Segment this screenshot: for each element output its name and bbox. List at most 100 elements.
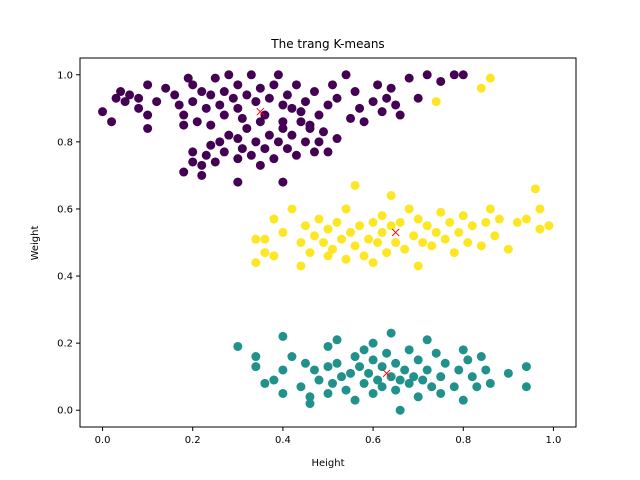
scatter-point-cluster-2 — [436, 207, 446, 217]
scatter-point-cluster-0 — [107, 117, 117, 127]
scatter-point-cluster-0 — [346, 113, 356, 123]
scatter-point-cluster-2 — [481, 217, 491, 227]
scatter-point-cluster-1 — [467, 372, 477, 382]
scatter-point-cluster-2 — [337, 234, 347, 244]
scatter-point-cluster-2 — [287, 204, 297, 214]
scatter-point-cluster-2 — [318, 238, 328, 247]
scatter-point-cluster-2 — [350, 180, 360, 190]
scatter-point-cluster-1 — [404, 378, 414, 388]
scatter-point-cluster-0 — [269, 80, 279, 90]
scatter-point-cluster-0 — [197, 160, 207, 170]
scatter-point-cluster-0 — [143, 80, 153, 90]
scatter-point-cluster-0 — [314, 137, 324, 147]
scatter-point-cluster-2 — [476, 83, 486, 93]
scatter-point-cluster-0 — [255, 117, 265, 127]
scatter-point-cluster-1 — [364, 368, 374, 378]
scatter-point-cluster-1 — [233, 341, 243, 351]
scatter-point-cluster-2 — [512, 217, 522, 227]
scatter-point-cluster-1 — [503, 368, 513, 378]
scatter-point-cluster-0 — [278, 117, 288, 127]
scatter-point-cluster-0 — [219, 110, 229, 120]
scatter-point-cluster-2 — [269, 251, 279, 261]
scatter-point-cluster-1 — [481, 365, 491, 375]
scatter-point-cluster-2 — [269, 214, 279, 224]
scatter-point-cluster-0 — [382, 93, 392, 103]
scatter-point-cluster-0 — [350, 87, 360, 97]
scatter-point-cluster-2 — [332, 217, 342, 227]
scatter-point-cluster-0 — [269, 154, 279, 164]
scatter-point-cluster-0 — [143, 123, 153, 133]
scatter-point-cluster-2 — [445, 217, 455, 227]
scatter-point-cluster-2 — [503, 244, 513, 254]
scatter-point-cluster-0 — [264, 130, 274, 140]
scatter-point-cluster-2 — [300, 221, 310, 231]
scatter-point-cluster-0 — [237, 144, 247, 154]
scatter-point-cluster-0 — [264, 93, 274, 103]
scatter-point-cluster-0 — [296, 107, 306, 117]
scatter-point-cluster-0 — [233, 80, 243, 90]
scatter-point-cluster-1 — [300, 358, 310, 368]
scatter-point-cluster-2 — [323, 224, 333, 234]
scatter-point-cluster-1 — [418, 375, 428, 385]
scatter-point-cluster-1 — [431, 348, 441, 358]
scatter-point-cluster-0 — [273, 137, 283, 147]
scatter-point-cluster-2 — [422, 221, 432, 231]
scatter-point-cluster-0 — [300, 137, 310, 147]
scatter-point-cluster-2 — [323, 251, 333, 261]
scatter-point-cluster-0 — [436, 76, 446, 86]
scatter-point-cluster-0 — [201, 150, 211, 160]
scatter-point-cluster-0 — [219, 87, 229, 97]
scatter-point-cluster-1 — [368, 338, 378, 348]
scatter-point-cluster-2 — [413, 261, 423, 271]
scatter-point-cluster-1 — [328, 378, 338, 388]
scatter-point-cluster-2 — [382, 248, 392, 258]
scatter-point-cluster-2 — [395, 217, 405, 227]
scatter-point-cluster-0 — [224, 130, 234, 140]
scatter-point-cluster-0 — [188, 157, 198, 167]
scatter-point-cluster-2 — [346, 227, 356, 237]
scatter-point-cluster-2 — [404, 204, 414, 214]
scatter-point-cluster-2 — [400, 244, 410, 254]
scatter-point-cluster-1 — [395, 375, 405, 385]
scatter-point-cluster-2 — [350, 241, 360, 251]
scatter-point-cluster-1 — [251, 352, 261, 362]
scatter-point-cluster-2 — [427, 241, 437, 251]
scatter-point-cluster-1 — [332, 335, 342, 345]
scatter-point-cluster-1 — [332, 358, 342, 368]
scatter-point-cluster-2 — [260, 248, 270, 258]
scatter-point-cluster-1 — [368, 355, 378, 365]
scatter-point-cluster-0 — [328, 80, 338, 90]
scatter-point-cluster-2 — [368, 258, 378, 268]
scatter-point-cluster-0 — [278, 177, 288, 187]
scatter-point-cluster-1 — [377, 382, 387, 392]
scatter-point-cluster-0 — [233, 154, 243, 164]
scatter-point-cluster-1 — [278, 365, 288, 375]
scatter-point-cluster-1 — [359, 345, 369, 355]
chart-title: The trang K-means — [270, 37, 384, 51]
scatter-point-cluster-2 — [328, 244, 338, 254]
scatter-point-cluster-1 — [260, 378, 270, 388]
scatter-point-cluster-0 — [197, 87, 207, 97]
scatter-point-cluster-1 — [309, 365, 319, 375]
scatter-point-cluster-1 — [391, 358, 401, 368]
scatter-point-cluster-2 — [458, 211, 468, 221]
scatter-point-cluster-0 — [314, 110, 324, 120]
scatter-point-cluster-1 — [476, 352, 486, 362]
y-tick-label: 0.8 — [57, 137, 73, 148]
scatter-point-cluster-0 — [395, 110, 405, 120]
scatter-point-cluster-0 — [116, 87, 126, 97]
scatter-point-cluster-1 — [409, 372, 419, 382]
scatter-point-cluster-0 — [111, 93, 121, 103]
scatter-point-cluster-0 — [309, 87, 319, 97]
scatter-point-cluster-1 — [323, 362, 333, 372]
scatter-point-cluster-0 — [341, 70, 351, 80]
scatter-point-cluster-0 — [210, 73, 220, 83]
scatter-point-cluster-0 — [323, 100, 333, 110]
scatter-point-cluster-2 — [364, 234, 374, 244]
scatter-point-cluster-0 — [300, 97, 310, 107]
scatter-point-cluster-2 — [278, 227, 288, 237]
scatter-point-cluster-0 — [273, 70, 283, 80]
scatter-point-cluster-0 — [179, 110, 189, 120]
scatter-point-cluster-0 — [332, 93, 342, 103]
plot-frame — [79, 57, 577, 428]
